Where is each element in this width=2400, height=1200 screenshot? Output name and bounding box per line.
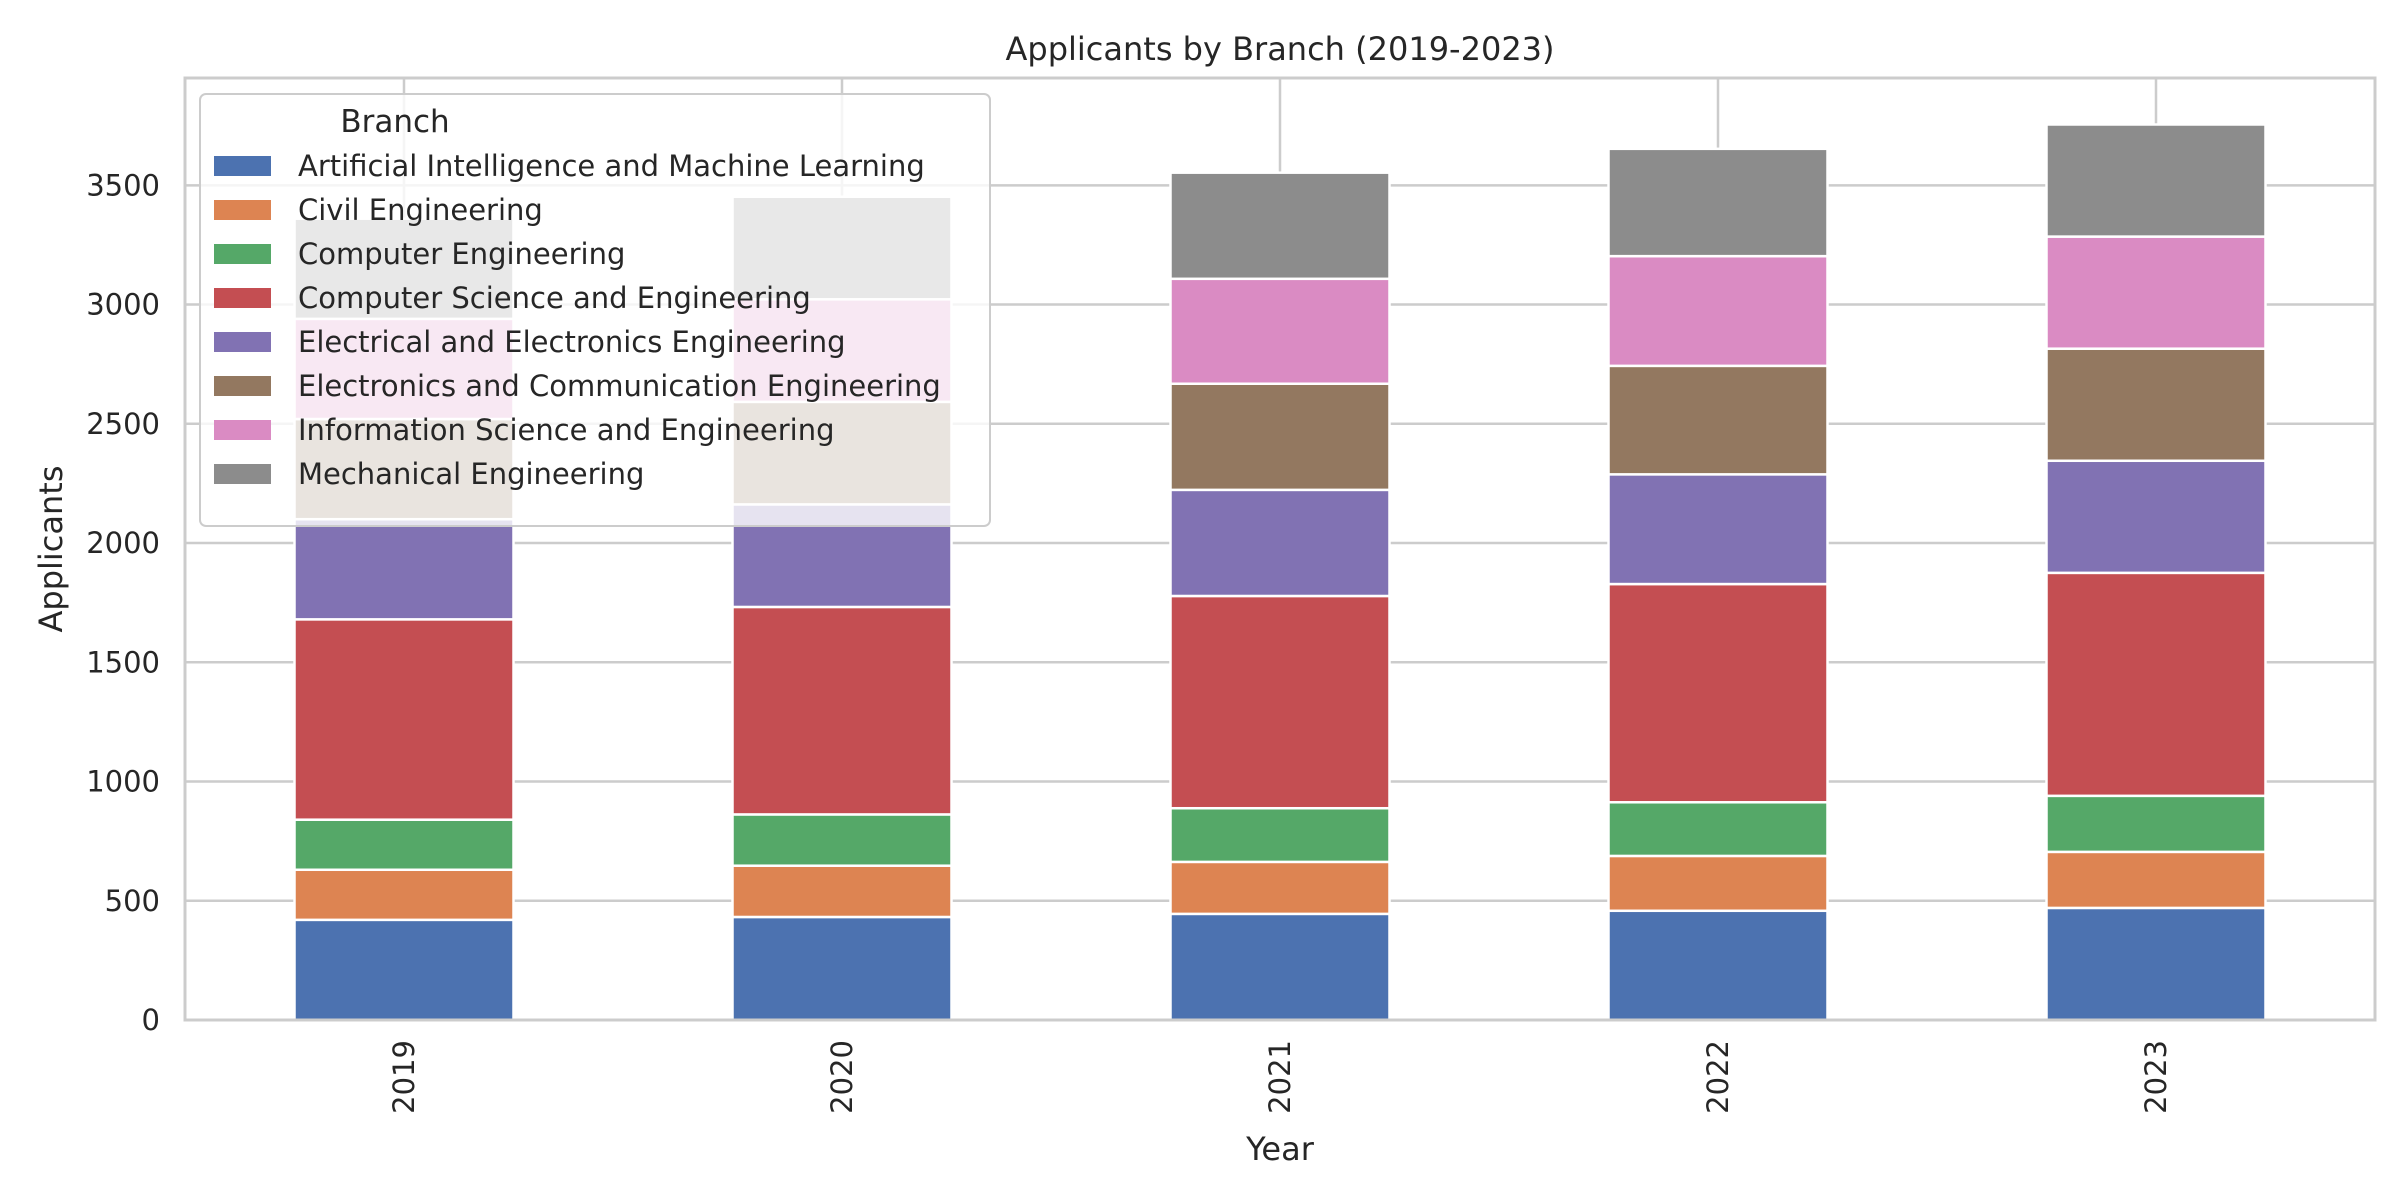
legend-swatch bbox=[214, 332, 271, 352]
bar-segment bbox=[1607, 254, 1829, 368]
bar-segment bbox=[731, 864, 953, 919]
y-tick-label: 0 bbox=[142, 1003, 160, 1037]
bar-segment bbox=[2045, 571, 2267, 798]
bar-segment bbox=[293, 818, 515, 872]
bar-segment bbox=[1169, 382, 1391, 492]
x-tick-label: 2023 bbox=[2139, 1040, 2173, 1114]
legend-swatch bbox=[214, 244, 271, 264]
y-tick-label: 3000 bbox=[86, 288, 160, 322]
bar-segment bbox=[2045, 459, 2267, 575]
bar-segment bbox=[293, 618, 515, 821]
y-tick-label: 3500 bbox=[86, 168, 160, 202]
x-axis-title: Year bbox=[1245, 1130, 1315, 1168]
bar-segment bbox=[1169, 594, 1391, 810]
x-tick-label: 2022 bbox=[1701, 1040, 1735, 1114]
y-tick-label: 2500 bbox=[86, 407, 160, 441]
y-tick-label: 1000 bbox=[86, 765, 160, 799]
x-tick-label: 2019 bbox=[387, 1040, 421, 1114]
bar-segment bbox=[731, 915, 953, 1022]
bar-segment bbox=[2045, 906, 2267, 1022]
chart-title: Applicants by Branch (2019-2023) bbox=[1005, 30, 1554, 68]
bar-segment bbox=[731, 605, 953, 816]
y-axis-title: Applicants bbox=[32, 466, 70, 633]
legend-entry: Information Science and Engineering bbox=[298, 413, 835, 447]
plot-frame bbox=[183, 76, 2377, 1022]
bar-segment bbox=[1169, 806, 1391, 864]
bar-segment bbox=[731, 813, 953, 867]
legend-title: Branch bbox=[340, 104, 449, 140]
bar-segment bbox=[293, 517, 515, 621]
bar-segment bbox=[1607, 854, 1829, 913]
legend-entry: Electrical and Electronics Engineering bbox=[298, 325, 846, 359]
x-tick-label: 2021 bbox=[1263, 1040, 1297, 1114]
bar-segment bbox=[2045, 347, 2267, 463]
legend-box bbox=[199, 93, 991, 527]
bar-segment bbox=[1169, 912, 1391, 1022]
bar-segment bbox=[2045, 235, 2267, 350]
y-axis-ticks: 0 500 1000 1500 2000 2500 3000 3500 bbox=[86, 168, 160, 1037]
x-tick-label: 2020 bbox=[825, 1040, 859, 1114]
bar-segment bbox=[1607, 909, 1829, 1022]
bar-segment bbox=[1607, 364, 1829, 476]
bar-segment bbox=[1169, 488, 1391, 598]
bar-segment bbox=[1169, 277, 1391, 385]
legend-swatch bbox=[214, 464, 271, 484]
bar-segment bbox=[1607, 801, 1829, 858]
bar-segment bbox=[1607, 147, 1829, 258]
legend-swatch bbox=[214, 288, 271, 308]
legend-swatch bbox=[214, 420, 271, 440]
legend-entry: Artificial Intelligence and Machine Lear… bbox=[298, 149, 925, 183]
bar-segment bbox=[1607, 582, 1829, 804]
bar-segment bbox=[2045, 850, 2267, 910]
bar-segment bbox=[1607, 473, 1829, 586]
legend: Branch Artificial Intelligence and Machin… bbox=[199, 93, 991, 527]
y-tick-label: 2000 bbox=[86, 526, 160, 560]
legend-entry: Computer Science and Engineering bbox=[298, 281, 811, 315]
legend-swatch bbox=[214, 200, 271, 220]
bar-segment bbox=[2045, 794, 2267, 854]
bar-segment bbox=[2045, 123, 2267, 238]
y-tick-label: 500 bbox=[105, 884, 160, 918]
x-axis-ticks: 2019 2020 2021 2022 2023 bbox=[387, 1040, 2173, 1114]
legend-entry: Civil Engineering bbox=[298, 193, 543, 227]
legend-swatch bbox=[214, 376, 271, 396]
legend-entry: Electronics and Communication Engineerin… bbox=[298, 369, 941, 403]
bar-segment bbox=[1169, 171, 1391, 281]
legend-entry: Computer Engineering bbox=[298, 237, 625, 271]
bar-segment bbox=[293, 918, 515, 1022]
legend-entry: Mechanical Engineering bbox=[298, 457, 644, 491]
bar-segment bbox=[1169, 860, 1391, 916]
y-tick-label: 1500 bbox=[86, 645, 160, 679]
bar-segment bbox=[293, 868, 515, 922]
legend-swatch bbox=[214, 156, 271, 176]
